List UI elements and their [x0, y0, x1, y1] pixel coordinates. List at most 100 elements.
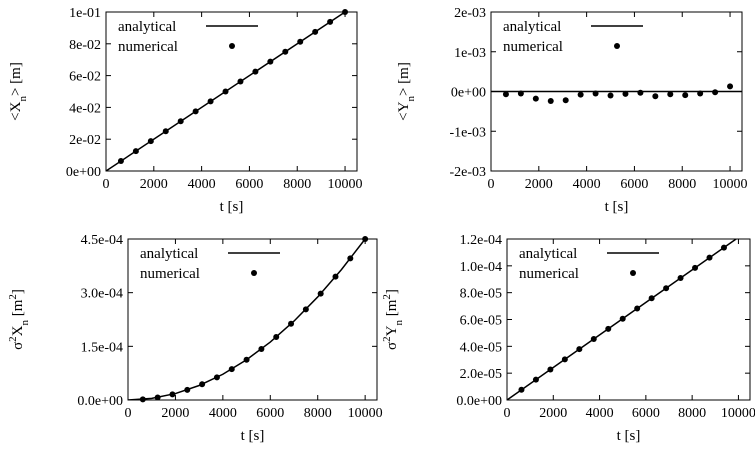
y-tick-label: 1.0e-04	[460, 260, 502, 275]
x-tick-label: 10000	[328, 177, 363, 192]
data-point	[622, 90, 629, 97]
y-axis-label-part: [m	[10, 299, 26, 320]
x-tick-label: 2000	[525, 177, 553, 192]
data-point	[561, 356, 568, 363]
data-point	[282, 48, 289, 55]
x-tick-label: 10000	[348, 406, 383, 421]
data-point	[637, 89, 644, 96]
y-axis-label-part: n	[405, 96, 417, 102]
data-point	[727, 83, 734, 90]
data-point	[518, 386, 525, 393]
data-point	[302, 306, 309, 313]
x-tick-label: 4000	[188, 177, 216, 192]
y-tick-label: 0.0e+00	[456, 394, 502, 409]
panel: 0 2000 4000 6000 8000 10000 -2e-03 -1e-03 0e+00 1…	[396, 6, 748, 215]
data-point	[332, 273, 339, 280]
y-axis-label-part: 2	[381, 294, 393, 300]
x-tick-label: 8000	[668, 177, 696, 192]
panel: 0 2000 4000 6000 8000 10000 0.0e+00 1.5e-04 3.0e…	[7, 233, 383, 444]
data-point	[207, 98, 214, 105]
y-axis-label-part: n	[393, 319, 405, 325]
data-point	[273, 334, 280, 341]
legend-label: numerical	[503, 39, 563, 55]
data-point	[720, 244, 727, 251]
x-axis-label: t [s]	[220, 199, 244, 215]
y-axis-label-part: ]	[384, 289, 400, 294]
data-point	[222, 88, 229, 95]
y-tick-label: 0.0e+00	[77, 394, 123, 409]
data-point	[706, 254, 713, 261]
data-point	[692, 264, 699, 271]
data-point	[327, 18, 334, 25]
x-axis-label: t [s]	[241, 428, 265, 444]
data-point	[677, 275, 684, 282]
x-tick-label: 2000	[539, 406, 567, 421]
data-point	[619, 315, 626, 322]
data-point	[312, 28, 319, 35]
legend-marker	[251, 270, 257, 276]
y-axis-label-part: Y	[384, 325, 400, 336]
plot-frame	[127, 238, 378, 401]
y-axis-label-part: <X	[8, 101, 24, 120]
data-point	[502, 91, 509, 98]
x-tick-label: 0	[125, 406, 132, 421]
data-point	[547, 366, 554, 373]
x-tick-label: 4000	[573, 177, 601, 192]
x-tick-label: 6000	[632, 406, 660, 421]
y-tick-label: -2e-03	[449, 165, 486, 180]
data-point	[147, 138, 154, 145]
data-point	[237, 78, 244, 85]
x-axis-label: t [s]	[605, 199, 629, 215]
y-tick-label: -1e-03	[449, 125, 486, 140]
y-tick-label: 1.2e-04	[460, 233, 502, 248]
y-axis-label: σ2Yn [m2]	[381, 289, 405, 350]
panel: 0 2000 4000 6000 8000 10000 0e+00 2e-02 4e-02 6e-…	[8, 6, 363, 215]
y-tick-label: 0e+00	[451, 86, 486, 101]
y-axis-label: <Xn> [m]	[8, 62, 29, 121]
data-point	[342, 9, 349, 15]
plot-frame	[506, 238, 751, 401]
y-axis-label: <Yn> [m]	[396, 62, 417, 121]
data-point	[192, 108, 199, 115]
y-tick-label: 1e-01	[69, 6, 101, 21]
data-point	[562, 97, 569, 104]
x-tick-label: 0	[103, 177, 110, 192]
y-axis-label-part: 2	[7, 336, 19, 342]
data-point	[697, 90, 704, 97]
x-tick-label: 10000	[713, 177, 748, 192]
y-axis-label-part: <Y	[396, 101, 412, 120]
data-point	[663, 285, 670, 292]
data-point	[532, 376, 539, 383]
plot-frame	[105, 11, 358, 172]
panel: 0 2000 4000 6000 8000 10000 0.0e+00 2.0e-05 4.0e…	[381, 233, 755, 444]
x-tick-label: 8000	[283, 177, 311, 192]
data-point	[199, 381, 206, 388]
legend-label: analytical	[519, 246, 577, 262]
y-tick-label: 2e-02	[69, 133, 101, 148]
legend-label: analytical	[140, 246, 198, 262]
data-point	[177, 118, 184, 125]
y-tick-label: 0e+00	[66, 165, 101, 180]
x-tick-label: 2000	[140, 177, 168, 192]
y-tick-label: 4.0e-05	[460, 340, 502, 355]
x-tick-label: 6000	[256, 406, 284, 421]
data-point	[682, 92, 689, 99]
data-point	[634, 305, 641, 312]
data-point	[576, 346, 583, 353]
data-point	[258, 345, 265, 352]
data-point	[517, 90, 524, 97]
y-axis-label-part: σ	[10, 342, 26, 350]
data-point	[648, 295, 655, 302]
x-tick-label: 4000	[209, 406, 237, 421]
data-point	[154, 394, 161, 401]
y-tick-label: 1e-03	[454, 46, 486, 61]
y-axis-label-part: [m	[384, 299, 400, 320]
data-point	[532, 95, 539, 102]
y-tick-label: 4e-02	[69, 101, 101, 116]
data-point	[667, 91, 674, 98]
x-tick-label: 10000	[721, 406, 755, 421]
y-tick-label: 1.5e-04	[81, 340, 123, 355]
legend-label: analytical	[118, 19, 176, 35]
y-tick-label: 3.0e-04	[81, 287, 123, 302]
legend-marker	[229, 43, 235, 49]
